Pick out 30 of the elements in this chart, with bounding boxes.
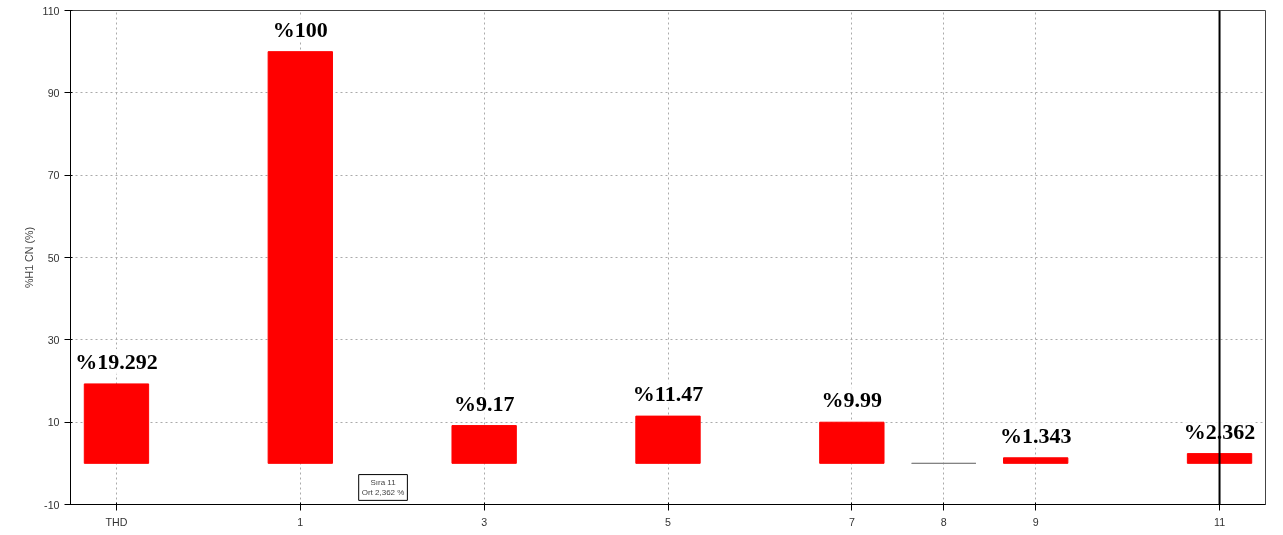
y-tick-label: 70 xyxy=(47,169,60,182)
bar xyxy=(819,421,885,464)
y-tick-label: 90 xyxy=(47,86,60,99)
x-tick-label: 8 xyxy=(940,515,947,528)
y-tick-label: 10 xyxy=(47,416,60,429)
x-tick-label: 7 xyxy=(848,515,855,528)
x-tick-label: 1 xyxy=(297,515,304,528)
bar xyxy=(83,383,150,464)
y-tick-label: 110 xyxy=(42,4,60,17)
data-label: %19.292 xyxy=(75,348,158,374)
data-label: %9.99 xyxy=(821,387,883,413)
x-tick-label: 9 xyxy=(1032,515,1039,528)
data-label: %11.47 xyxy=(632,381,704,407)
y-axis-title: %H1 CN (%) xyxy=(22,227,35,288)
annotation: Sıra 11 Ort 2,362 % xyxy=(361,477,405,498)
data-label: %1.343 xyxy=(999,422,1072,448)
x-tick-label: 11 xyxy=(1214,515,1226,528)
bar xyxy=(451,425,517,464)
bar xyxy=(635,415,701,464)
x-tick-label: 5 xyxy=(665,515,672,528)
y-tick-label: 30 xyxy=(47,333,60,346)
x-tick-label: THD xyxy=(105,515,128,528)
bar xyxy=(267,51,333,464)
bar xyxy=(1186,453,1253,464)
data-label: %9.17 xyxy=(453,390,515,416)
y-tick-label: 50 xyxy=(47,251,60,264)
y-tick-label: -10 xyxy=(44,498,60,511)
x-tick-label: 3 xyxy=(481,515,488,528)
bar xyxy=(1003,457,1069,464)
data-label: %100 xyxy=(272,16,328,42)
